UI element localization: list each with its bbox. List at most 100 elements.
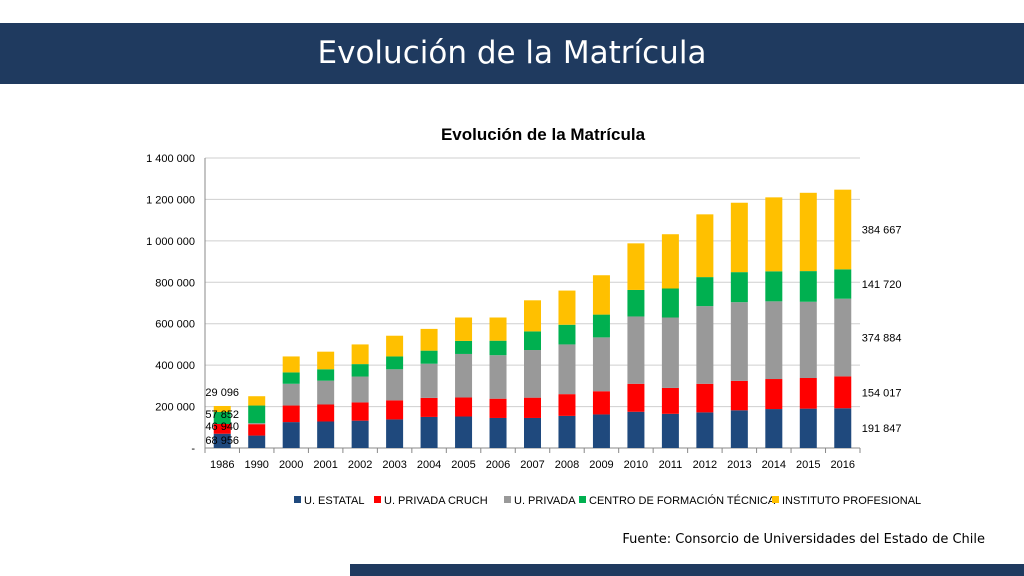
data-label: 68 956 [205,435,239,447]
bar-segment [248,396,266,406]
data-label: 374 884 [862,333,902,345]
bar-segment [455,397,473,417]
data-label: 154 017 [862,387,902,399]
x-tick-label: 2012 [693,459,717,471]
legend-swatch [579,496,586,503]
legend-label: U. PRIVADA CRUCH [384,495,488,507]
slide-title: Evolución de la Matrícula [317,35,707,71]
bar-segment [213,433,231,448]
bar-segment [765,301,783,380]
legend-swatch [294,496,301,503]
bar-segment [455,340,473,354]
x-tick-label: 2016 [831,459,855,471]
data-label: 384 667 [862,225,902,237]
y-tick-label: 400 000 [155,360,195,372]
bar-segment [386,335,404,357]
bar-segment [558,394,576,416]
bar-segment [696,383,714,413]
bar-segment [799,408,817,448]
bar-segment [317,380,335,405]
bar-segment [765,197,783,272]
bar-segment [386,369,404,401]
bar-segment [558,324,576,345]
bar-segment [834,189,852,270]
bar-segment [489,417,507,448]
bar-segment [834,376,852,409]
legend-label: INSTITUTO PROFESIONAL [782,495,921,507]
bar-segment [799,192,817,272]
bar-segment [661,317,679,388]
bar-segment [386,356,404,370]
bar-segment [730,272,748,303]
bar-segment [558,290,576,325]
bar-segment [455,416,473,448]
bar-segment [282,372,300,384]
x-tick-label: 2001 [313,459,337,471]
y-tick-label: 1 200 000 [146,194,195,206]
bar-segment [558,415,576,448]
bar-segment [489,398,507,418]
x-tick-label: 2009 [589,459,613,471]
bar-segment [730,380,748,411]
bar-segment [248,405,266,424]
bar-segment [489,317,507,341]
bar-segment [420,350,438,364]
y-tick-label: - [191,443,195,455]
bar-segment [282,405,300,423]
bar-segment [592,337,610,392]
bar-segment [799,377,817,409]
y-tick-label: 600 000 [155,319,195,331]
bar-segment [455,317,473,341]
bar-segment [765,409,783,448]
data-label: 141 720 [862,279,902,291]
bar-segment [696,214,714,278]
bar-segment [317,369,335,381]
x-tick-label: 2014 [762,459,786,471]
bar-segment [661,234,679,289]
bar-segment [524,331,541,351]
bar-segment [317,404,335,422]
bar-segment [386,419,404,448]
bar-segment [730,202,748,273]
x-tick-label: 2005 [451,459,475,471]
bar-segment [351,402,369,421]
bar-segment [730,410,748,448]
bar-segment [455,353,473,398]
bar-segment [248,435,266,448]
bar-segment [730,302,748,381]
bar-segment [351,344,369,365]
bar-segment [799,301,817,378]
bar-segment [592,391,610,415]
legend-swatch [374,496,381,503]
x-tick-label: 1990 [244,459,268,471]
bar-segment [627,243,645,290]
bar-segment [592,275,610,315]
bar-segment [386,400,404,420]
bar-segment [834,298,852,377]
bar-segment [661,413,679,448]
bar-segment [834,408,852,448]
bar-segment [420,397,438,417]
bar-segment [351,376,369,403]
x-tick-label: 2003 [382,459,406,471]
y-tick-label: 800 000 [155,277,195,289]
bar-segment [627,383,645,412]
bar-segment [317,351,335,370]
bar-segment [592,314,610,338]
bar-segment [524,350,541,398]
legend-swatch [504,496,511,503]
x-tick-label: 2011 [659,459,683,471]
bar-segment [765,271,783,302]
legend-label: CENTRO DE FORMACIÓN TÉCNICA [589,494,776,507]
x-tick-label: 2007 [520,459,544,471]
bar-segment [661,387,679,414]
bar-segment [627,411,645,448]
y-tick-label: 1 000 000 [146,236,195,248]
bar-segment [524,397,541,418]
x-tick-label: 2006 [486,459,510,471]
bar-segment [489,340,507,356]
legend-label: U. PRIVADA [514,495,576,507]
x-tick-label: 2015 [796,459,820,471]
bar-segment [282,383,300,406]
